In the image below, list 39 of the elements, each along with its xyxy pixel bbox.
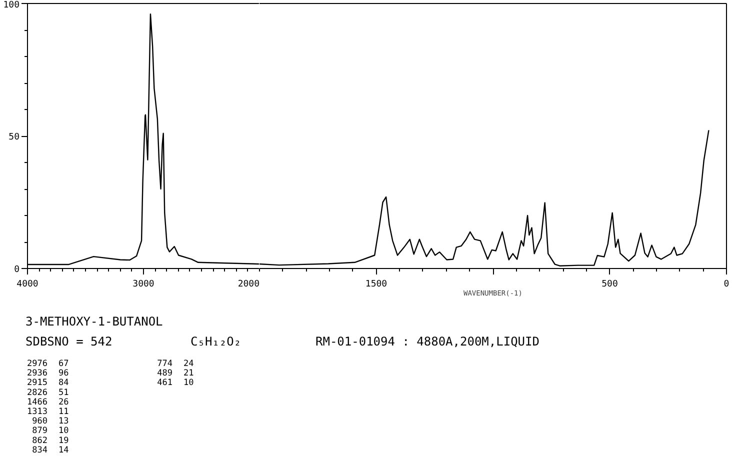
text: C₅H₁₂O₂ (190, 334, 242, 348)
text: 11 (58, 407, 69, 417)
x-tick-label: 4000 (16, 280, 38, 290)
x-tick-label: 2000 (238, 280, 260, 290)
text: 862 (32, 436, 48, 446)
x-tick-label: 3000 (132, 280, 154, 290)
text: 774 (157, 359, 173, 369)
text: 51 (58, 388, 69, 398)
text: 19 (58, 436, 69, 446)
text: 84 (58, 378, 69, 388)
y-tick-label: 50 (8, 132, 20, 142)
x-tick-label: 0 (724, 280, 730, 290)
text: 2826 (27, 388, 48, 398)
text: 2915 (27, 378, 48, 388)
text: 1466 (27, 397, 48, 408)
text: 2936 (27, 368, 48, 379)
text: 960 (32, 416, 48, 427)
text: RM-01-01094 : 4880A,200M,LIQUID (316, 334, 540, 348)
text: 14 (58, 445, 69, 456)
y-tick-label: 100 (3, 0, 20, 10)
text: 879 (32, 426, 48, 436)
text: 2976 (27, 359, 48, 369)
text: 67 (58, 359, 69, 369)
text: 489 (157, 368, 173, 379)
text: 13 (58, 416, 69, 427)
text: 10 (184, 378, 194, 388)
text: 461 (157, 378, 173, 388)
x-tick-label: 500 (602, 280, 618, 290)
text: 21 (184, 368, 194, 379)
text: 10 (58, 426, 69, 436)
text: 24 (184, 359, 194, 369)
text: 96 (58, 368, 69, 379)
text: 834 (32, 445, 48, 456)
text: 3-METHOXY-1-BUTANOL (26, 314, 163, 328)
text: SDBSNO = 542 (26, 334, 112, 348)
y-tick-label: 0 (14, 265, 20, 275)
text: 1313 (27, 407, 48, 417)
text: 26 (58, 397, 69, 408)
x-tick-label: 1500 (365, 280, 388, 290)
